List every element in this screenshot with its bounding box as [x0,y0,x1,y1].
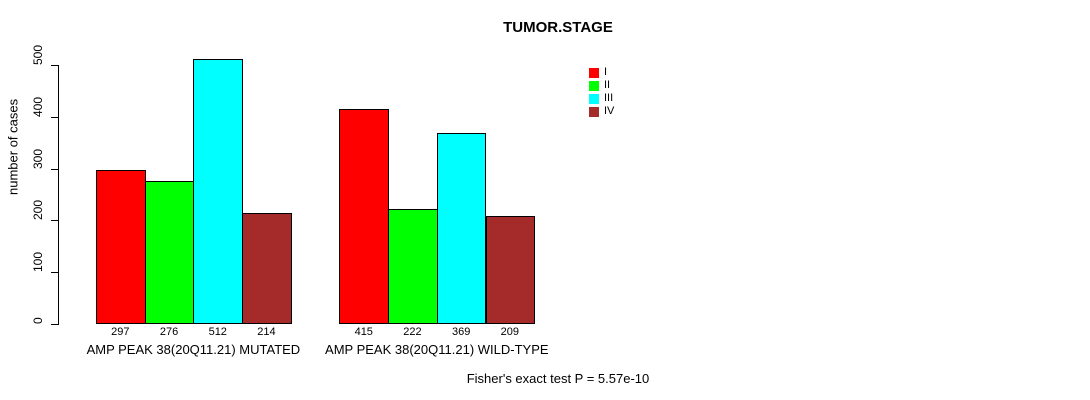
legend-item-I: I [589,66,614,79]
y-tick-0 [51,324,58,325]
bar-value-group2-stage-IV: 209 [500,326,520,338]
y-tick-500 [51,65,58,66]
legend-label-III: III [604,92,614,104]
legend-label-II: II [604,79,611,91]
legend-swatch-IV [589,106,599,117]
bar-group2-stage-I [339,109,390,324]
bar-value-group1-stage-I: 297 [111,326,130,338]
bar-group2-stage-III [436,132,487,324]
bar-group2-stage-II [388,209,438,324]
group-label-1: AMP PEAK 38(20Q11.21) MUTATED [86,342,301,357]
legend-swatch-I [589,67,599,78]
legend: I II III IV [589,66,614,118]
bar-group1-stage-I [96,170,146,324]
y-tick-400 [51,116,58,118]
chart-title: TUMOR.STAGE [503,19,613,36]
legend-item-II: II [589,79,614,92]
bar-value-group1-stage-II: 276 [159,326,179,338]
bar-value-group1-stage-IV: 214 [257,326,276,338]
bar-group1-stage-IV [242,213,292,324]
bar-value-group2-stage-III: 369 [451,326,471,338]
group-label-2: AMP PEAK 38(20Q11.21) WILD-TYPE [325,342,549,357]
bar-value-group1-stage-III: 512 [208,326,227,338]
bar-value-group2-stage-I: 415 [354,326,373,338]
legend-item-IV: IV [589,105,614,118]
bar-group2-stage-IV [485,215,536,324]
bar-value-group2-stage-II: 222 [403,326,422,338]
y-tick-200 [51,220,58,222]
y-tick-300 [51,168,58,170]
y-tick-100 [51,272,58,274]
legend-label-I: I [604,66,608,78]
legend-item-III: III [589,92,614,105]
legend-swatch-III [589,93,599,104]
bar-group1-stage-II [144,181,195,324]
fisher-test-annotation: Fisher's exact test P = 5.57e-10 [466,371,650,386]
y-axis-line [58,65,59,325]
bar-group1-stage-III [193,58,244,324]
legend-swatch-II [589,80,599,91]
legend-label-IV: IV [604,105,615,117]
